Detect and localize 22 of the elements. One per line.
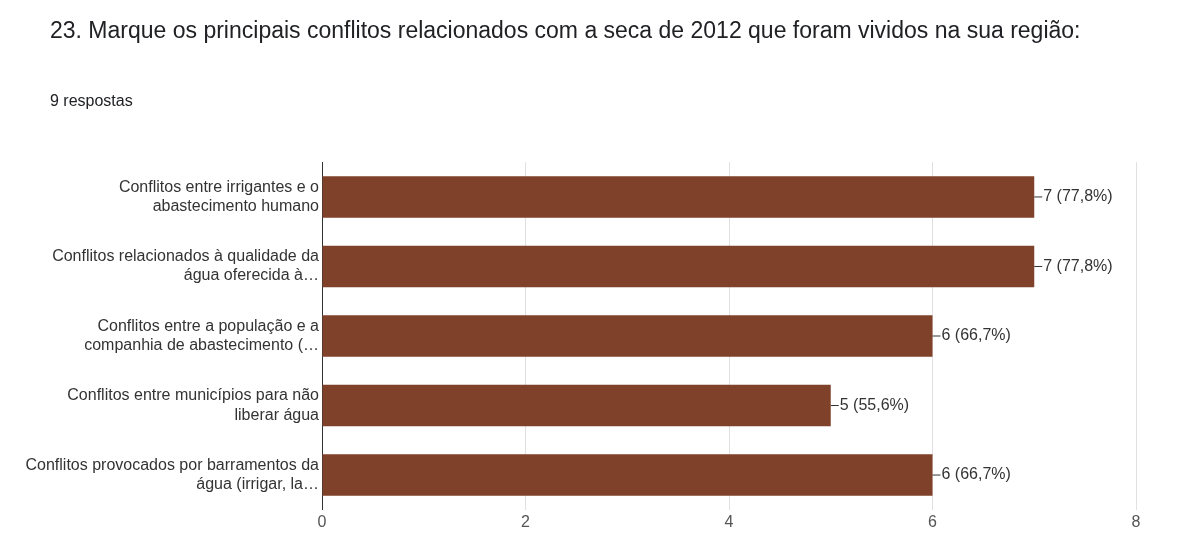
- data-label: 7 (77,8%): [1043, 187, 1113, 205]
- bar: [322, 315, 933, 357]
- y-tick-label: Conflitos entre irrigantes e o abastecimento humano: [118, 177, 320, 214]
- bar: [322, 176, 1035, 218]
- data-label: 7 (77,8%): [1043, 256, 1113, 274]
- x-tick-label: 8: [1131, 512, 1141, 530]
- data-label: 5 (55,6%): [839, 395, 910, 413]
- data-label: 6 (66,7%): [941, 326, 1011, 344]
- bar: [322, 384, 831, 427]
- bar: [322, 454, 933, 496]
- y-tick-label: Conflitos entre municípios para não liberar água: [67, 386, 320, 423]
- x-tick-label: 0: [317, 512, 327, 530]
- bar: [322, 245, 1035, 288]
- y-tick-label: Conflitos relacionados à qualidade da água oferecida à…: [52, 247, 320, 284]
- y-tick-label: Conflitos entre a população e a companhia de abastecimento (…: [84, 316, 320, 354]
- text: 9 respostas: [50, 92, 133, 110]
- chart-title: 23. Marque os principais conflitos relacionados com a seca de 2012 que foram vividos na sua região:: [50, 16, 1082, 45]
- x-tick-label: 6: [928, 512, 938, 530]
- y-tick-label: Conflitos provocados por barramentos da água (irrigar, la…: [25, 455, 320, 493]
- data-label: 6 (66,7%): [941, 465, 1011, 483]
- x-tick-label: 2: [521, 512, 531, 530]
- x-tick-label: 4: [724, 512, 734, 530]
